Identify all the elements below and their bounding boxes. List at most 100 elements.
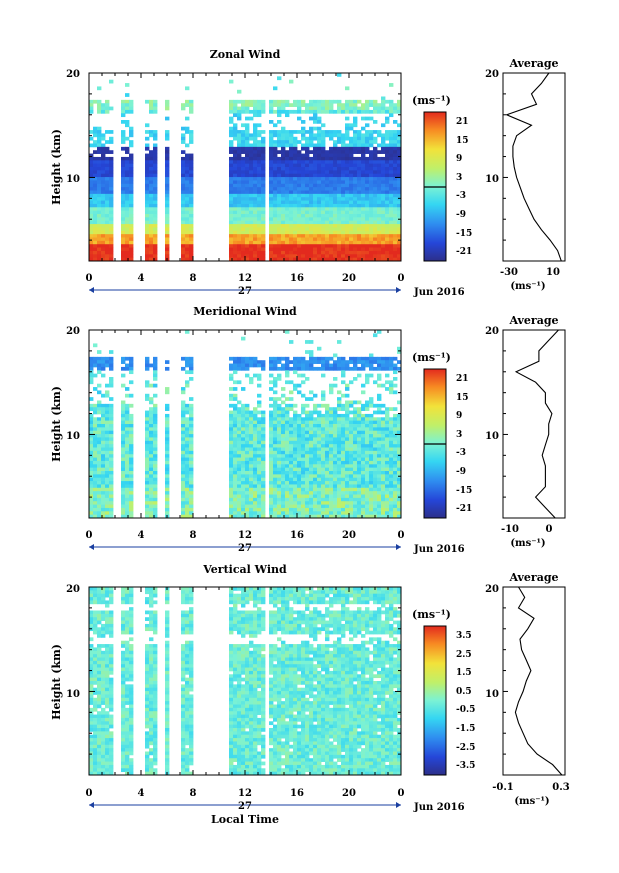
heatmap-cell	[313, 240, 318, 245]
heatmap-cell	[97, 99, 102, 104]
heatmap-cell	[233, 511, 238, 516]
average-title: Average	[508, 314, 558, 327]
heatmap-cell	[97, 350, 102, 354]
heatmap-cell	[385, 193, 390, 198]
heatmap-cell	[321, 200, 326, 205]
heatmap-cell	[365, 150, 370, 154]
heatmap-cell	[325, 180, 330, 185]
heatmap-cell	[125, 484, 130, 489]
heatmap-cell	[261, 217, 266, 222]
heatmap-cell	[241, 187, 246, 191]
heatmap-cell	[337, 390, 342, 395]
heatmap-cell	[121, 163, 126, 168]
heatmap-cell	[393, 227, 398, 232]
heatmap-cell	[277, 254, 282, 259]
heatmap-cell	[249, 207, 254, 212]
heatmap-cell	[89, 587, 94, 591]
heatmap-cell	[241, 123, 246, 128]
colorbar-tick: 9	[456, 154, 462, 164]
heatmap-cell	[145, 237, 150, 242]
heatmap-cell	[369, 444, 374, 448]
heatmap-cell	[253, 497, 258, 502]
heatmap-cell	[361, 150, 366, 154]
heatmap-cell	[285, 484, 290, 489]
heatmap-cell	[101, 511, 106, 516]
heatmap-cell	[257, 363, 262, 368]
heatmap-cell	[89, 203, 94, 208]
heatmap-cell	[329, 491, 334, 495]
heatmap-cell	[269, 434, 274, 438]
heatmap-cell	[245, 481, 250, 485]
heatmap-cell	[329, 160, 334, 165]
heatmap-cell	[189, 136, 194, 141]
heatmap-cell	[317, 133, 322, 138]
heatmap-cell	[97, 254, 102, 259]
heatmap-cell	[269, 120, 274, 124]
heatmap-cell	[101, 393, 106, 398]
heatmap-cell	[349, 170, 354, 175]
heatmap-cell	[229, 150, 234, 154]
heatmap-cell	[189, 133, 194, 138]
heatmap-cell	[129, 447, 134, 452]
heatmap-cell	[269, 214, 274, 218]
heatmap-cell	[97, 240, 102, 245]
heatmap-cell	[337, 240, 342, 245]
heatmap-cell	[89, 153, 94, 158]
heatmap-cell	[165, 220, 170, 225]
heatmap-cell	[125, 163, 130, 168]
heatmap-cell	[341, 477, 346, 482]
heatmap-cell	[321, 434, 326, 438]
heatmap-cell	[153, 214, 158, 218]
heatmap-cell	[273, 193, 278, 198]
heatmap-cell	[93, 403, 98, 408]
heatmap-cell	[181, 244, 186, 248]
heatmap-cell	[97, 400, 102, 405]
heatmap-cell	[317, 237, 322, 242]
heatmap-cell	[189, 494, 194, 499]
heatmap-cell	[301, 237, 306, 242]
heatmap-cell	[93, 247, 98, 252]
heatmap-cell	[289, 224, 294, 228]
heatmap-cell	[325, 477, 330, 482]
heatmap-cell	[269, 464, 274, 469]
heatmap-cell	[181, 167, 186, 171]
heatmap-cell	[365, 237, 370, 242]
heatmap-cell	[153, 153, 158, 158]
heatmap-cell	[345, 86, 350, 91]
heatmap-cell	[229, 163, 234, 168]
heatmap-cell	[297, 163, 302, 168]
heatmap-cell	[153, 393, 158, 398]
heatmap-cell	[129, 257, 134, 262]
heatmap-cell	[357, 424, 362, 428]
heatmap-cell	[389, 200, 394, 205]
heatmap-cell	[269, 143, 274, 148]
heatmap-cell	[97, 424, 102, 428]
heatmap-cell	[377, 420, 382, 425]
heatmap-cell	[89, 180, 94, 185]
heatmap-cell	[121, 420, 126, 425]
heatmap-cell	[89, 593, 94, 598]
heatmap-cell	[257, 424, 262, 428]
heatmap-cell	[361, 420, 366, 425]
heatmap-cell	[229, 180, 234, 185]
heatmap-cell	[153, 109, 158, 114]
heatmap-cell	[357, 133, 362, 138]
heatmap-cell	[105, 413, 110, 418]
heatmap-cell	[377, 183, 382, 188]
heatmap-cell	[105, 197, 110, 201]
heatmap-plot	[88, 586, 402, 776]
heatmap-cell	[281, 477, 286, 482]
heatmap-cell	[361, 187, 366, 191]
heatmap-cell	[257, 427, 262, 432]
heatmap-cell	[341, 403, 346, 408]
heatmap-cell	[181, 230, 186, 235]
heatmap-cell	[125, 244, 130, 248]
heatmap-cell	[97, 514, 102, 519]
heatmap-cell	[285, 150, 290, 154]
heatmap-cell	[145, 123, 150, 128]
heatmap-cell	[341, 224, 346, 228]
heatmap-cell	[373, 193, 378, 198]
heatmap-cell	[317, 460, 322, 465]
heatmap-cell	[229, 146, 234, 151]
heatmap-cell	[305, 106, 310, 111]
